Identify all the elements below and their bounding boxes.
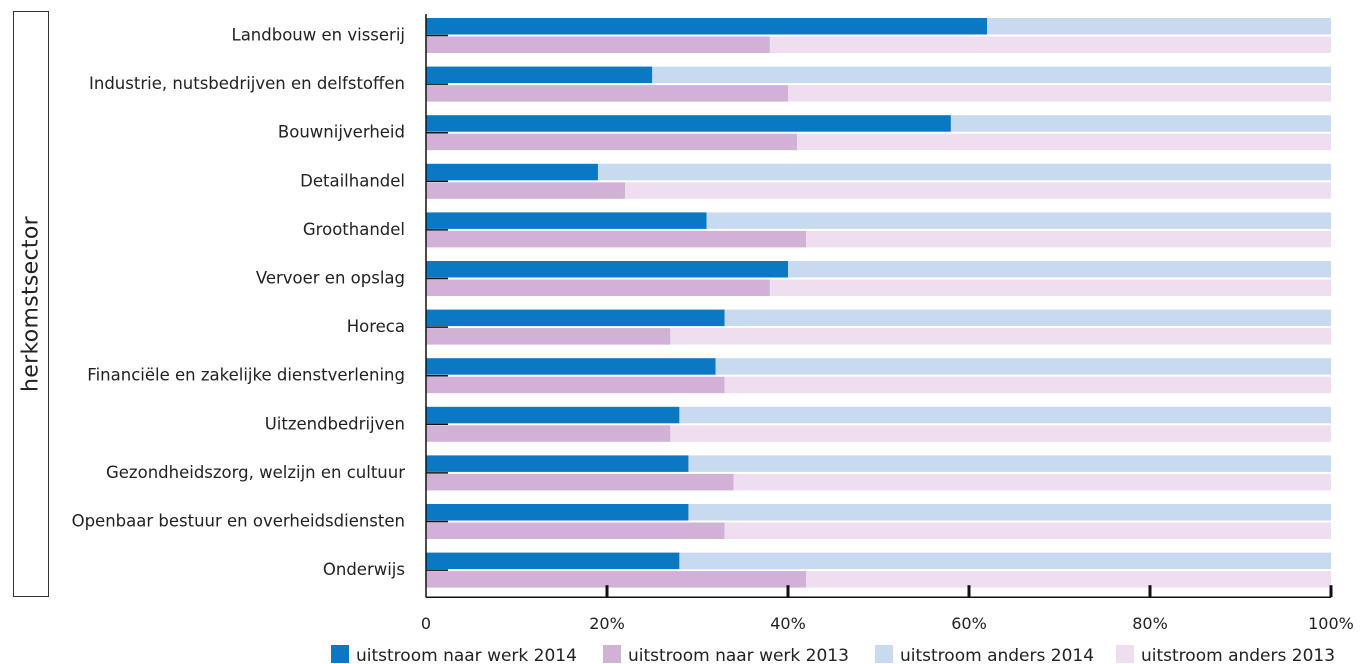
bar-anders-2013 bbox=[806, 230, 1331, 248]
bar-anders-2014 bbox=[788, 261, 1331, 278]
bar-anders-2014 bbox=[597, 163, 1331, 181]
category-label: Bouwnijverheid bbox=[278, 123, 405, 142]
bar-werk-2013 bbox=[426, 133, 798, 151]
bar-anders-2014 bbox=[950, 115, 1331, 132]
bar-anders-2013 bbox=[670, 328, 1331, 345]
bar-anders-2014 bbox=[679, 552, 1331, 570]
bar-anders-2014 bbox=[715, 358, 1331, 375]
legend-label: uitstroom anders 2014 bbox=[900, 646, 1094, 664]
category-label: Gezondheidszorg, welzijn en cultuur bbox=[106, 463, 405, 482]
category-label: Uitzendbedrijven bbox=[265, 414, 405, 433]
x-tick-label: 60% bbox=[951, 614, 987, 633]
bar-anders-2013 bbox=[724, 376, 1331, 394]
bar-werk-2013 bbox=[426, 328, 671, 345]
bar-anders-2014 bbox=[706, 212, 1331, 229]
x-tick-label: 0 bbox=[421, 614, 431, 633]
bar-werk-2014 bbox=[426, 504, 689, 521]
legend-label: uitstroom naar werk 2014 bbox=[356, 646, 577, 664]
bar-werk-2013 bbox=[426, 473, 734, 491]
category-label: Landbouw en visserij bbox=[232, 26, 406, 45]
bar-werk-2014 bbox=[426, 455, 689, 472]
bar-werk-2014 bbox=[426, 309, 725, 327]
bar-werk-2013 bbox=[426, 85, 788, 102]
bar-werk-2014 bbox=[426, 163, 598, 181]
bar-werk-2014 bbox=[426, 406, 680, 424]
category-label: Vervoer en opslag bbox=[256, 269, 405, 288]
bar-anders-2013 bbox=[724, 522, 1331, 539]
bar-anders-2013 bbox=[797, 133, 1331, 151]
bar-werk-2014 bbox=[426, 358, 716, 375]
category-label: Industrie, nutsbedrijven en delfstoffen bbox=[89, 74, 405, 93]
bar-anders-2014 bbox=[724, 309, 1331, 327]
bar-anders-2014 bbox=[679, 406, 1331, 424]
y-axis-title-box: herkomstsector bbox=[13, 11, 49, 597]
legend-swatch bbox=[1116, 645, 1134, 663]
legend-label: uitstroom naar werk 2013 bbox=[628, 646, 849, 664]
bar-werk-2014 bbox=[426, 212, 707, 229]
legend-swatch bbox=[875, 645, 893, 663]
category-label: Onderwijs bbox=[323, 560, 405, 579]
x-tick-label: 20% bbox=[589, 614, 625, 633]
bar-anders-2013 bbox=[769, 279, 1331, 296]
bar-anders-2014 bbox=[652, 66, 1331, 84]
bar-werk-2014 bbox=[426, 261, 788, 278]
legend-swatch bbox=[331, 645, 349, 663]
bar-werk-2013 bbox=[426, 279, 770, 296]
bar-anders-2014 bbox=[688, 504, 1331, 521]
bar-werk-2013 bbox=[426, 425, 671, 442]
bar-werk-2013 bbox=[426, 522, 725, 539]
category-label: Horeca bbox=[347, 317, 405, 336]
bar-werk-2013 bbox=[426, 571, 807, 588]
bar-werk-2014 bbox=[426, 18, 988, 35]
x-tick-label: 40% bbox=[770, 614, 806, 633]
bar-anders-2014 bbox=[688, 455, 1331, 472]
legend-label: uitstroom anders 2013 bbox=[1141, 646, 1335, 664]
bar-anders-2013 bbox=[788, 85, 1331, 102]
bar-anders-2013 bbox=[625, 182, 1331, 199]
bar-anders-2014 bbox=[987, 18, 1331, 35]
bar-werk-2014 bbox=[426, 115, 951, 132]
bar-anders-2013 bbox=[806, 571, 1331, 588]
bar-werk-2013 bbox=[426, 36, 770, 53]
category-label: Openbaar bestuur en overheidsdiensten bbox=[72, 512, 405, 531]
bar-anders-2013 bbox=[670, 425, 1331, 442]
bar-anders-2013 bbox=[733, 473, 1331, 491]
bar-anders-2013 bbox=[769, 36, 1331, 53]
bar-werk-2014 bbox=[426, 66, 653, 84]
bar-werk-2013 bbox=[426, 230, 807, 248]
bar-werk-2013 bbox=[426, 376, 725, 394]
x-tick-label: 80% bbox=[1132, 614, 1168, 633]
category-label: Financiële en zakelijke dienstverlening bbox=[87, 366, 405, 385]
bar-werk-2013 bbox=[426, 182, 626, 199]
category-label: Groothandel bbox=[303, 220, 405, 239]
legend-swatch bbox=[603, 645, 621, 663]
x-tick-label: 100% bbox=[1308, 614, 1354, 633]
category-label: Detailhandel bbox=[300, 171, 405, 190]
bar-werk-2014 bbox=[426, 552, 680, 570]
